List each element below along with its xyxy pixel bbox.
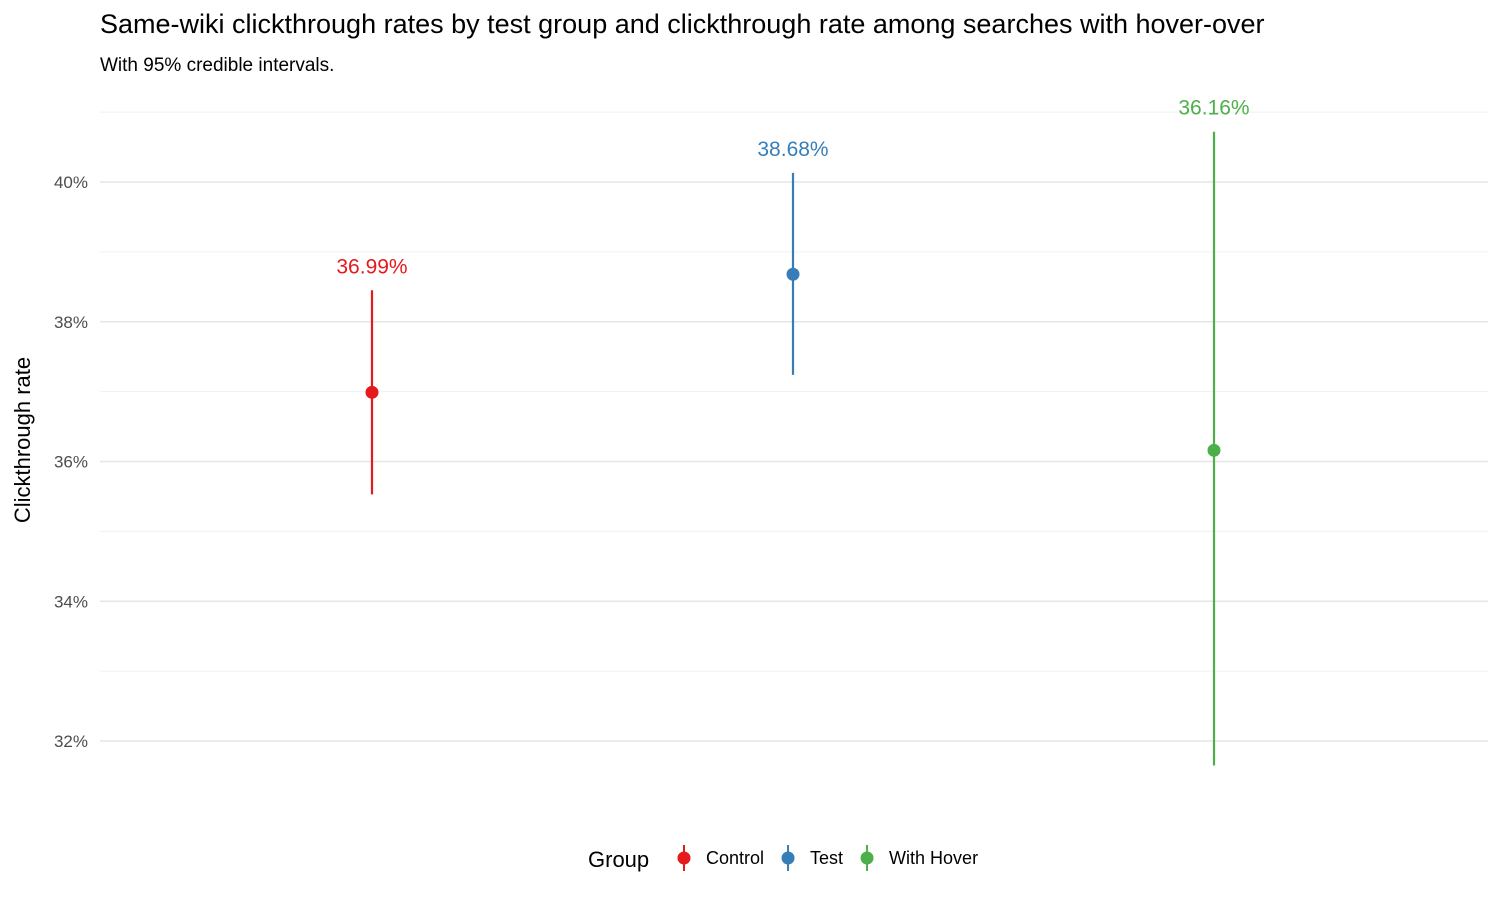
y-tick-label: 40%: [54, 173, 88, 192]
y-tick-label: 34%: [54, 592, 88, 611]
chart-title: Same-wiki clickthrough rates by test gro…: [100, 9, 1265, 39]
legend-label-test: Test: [810, 848, 843, 868]
data-label-with-hover: 36.16%: [1178, 97, 1249, 120]
point-control: [365, 385, 379, 399]
y-tick-label: 32%: [54, 732, 88, 751]
marks-layer: 36.99% 38.68% 36.16%: [336, 97, 1250, 766]
y-tick-label: 36%: [54, 453, 88, 472]
legend-label-control: Control: [706, 848, 764, 868]
data-label-test: 38.68%: [757, 138, 828, 161]
data-label-control: 36.99%: [336, 255, 407, 278]
legend: Group Control Test With Hover: [588, 845, 978, 872]
y-axis-label: Clickthrough rate: [10, 357, 35, 523]
point-test: [786, 267, 800, 281]
point-with-hover: [1207, 443, 1221, 457]
y-tick-label: 38%: [54, 313, 88, 332]
legend-title: Group: [588, 847, 649, 872]
y-axis-ticks: 32% 34% 36% 38% 40%: [54, 173, 88, 751]
legend-key-point-with-hover: [860, 851, 874, 865]
legend-label-with-hover: With Hover: [889, 848, 978, 868]
chart-subtitle: With 95% credible intervals.: [100, 55, 334, 76]
legend-key-point-control: [677, 851, 691, 865]
legend-key-point-test: [781, 851, 795, 865]
